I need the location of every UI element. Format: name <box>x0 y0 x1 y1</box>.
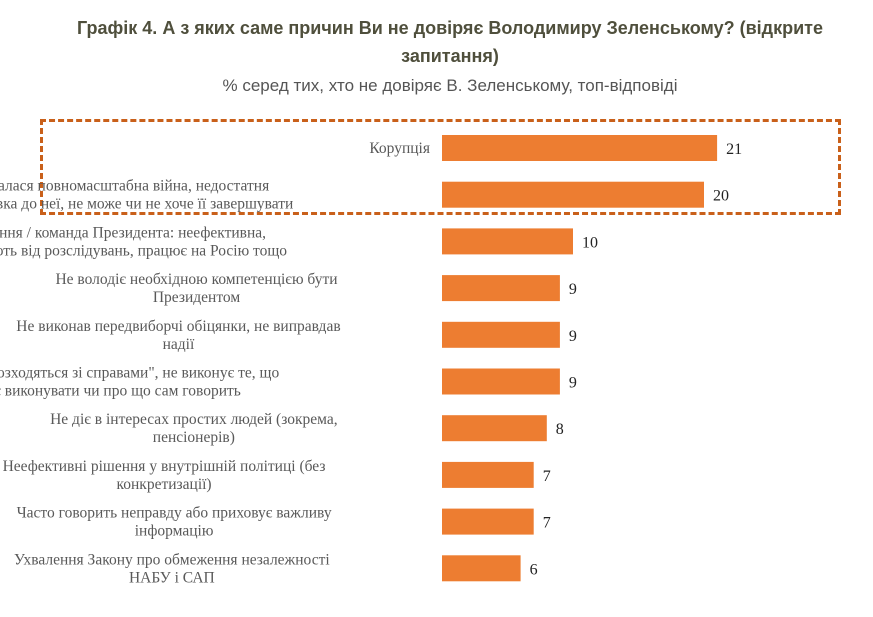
bar <box>442 555 521 582</box>
data-label: 9 <box>569 375 577 392</box>
category-label: Оточення / команда Президента: неефектив… <box>0 224 287 259</box>
bar <box>442 461 534 488</box>
category-label: "Слова розходяться зі справами", не вико… <box>0 365 279 400</box>
bar <box>442 275 560 302</box>
data-label: 20 <box>713 188 729 205</box>
category-label: Почалася повномасштабна війна, недостатн… <box>0 178 293 213</box>
bar <box>442 321 560 348</box>
category-label: Неефективні рішення у внутрішній політиц… <box>3 458 326 493</box>
bar <box>442 228 573 255</box>
category-label: Не володіє необхідною компетенцією бути П… <box>55 271 337 306</box>
category-label: Корупція <box>369 140 430 157</box>
data-label: 9 <box>569 328 577 345</box>
data-label: 9 <box>569 281 577 298</box>
bar <box>442 181 704 208</box>
data-label: 8 <box>556 421 564 438</box>
category-label: Не діє в інтересах простих людей (зокрем… <box>50 411 337 446</box>
bar <box>442 508 534 535</box>
highlight-box <box>40 119 841 215</box>
category-label: Не виконав передвиборчі обіцянки, не вип… <box>16 318 340 353</box>
data-label: 7 <box>543 515 551 532</box>
chart-title: Графік 4. А з яких саме причин Ви не дов… <box>77 18 823 66</box>
data-label: 21 <box>726 141 742 158</box>
category-label: Часто говорить неправду або приховує важ… <box>17 505 332 540</box>
data-label: 6 <box>530 561 538 578</box>
data-label: 7 <box>543 468 551 485</box>
bar <box>442 135 718 161</box>
bar <box>442 368 560 395</box>
data-label: 10 <box>582 234 598 251</box>
category-label: Ухвалення Закону про обмеження незалежно… <box>14 551 330 586</box>
bar <box>442 415 547 442</box>
chart-subtitle: % серед тих, хто не довіряє В. Зеленсько… <box>222 76 678 95</box>
